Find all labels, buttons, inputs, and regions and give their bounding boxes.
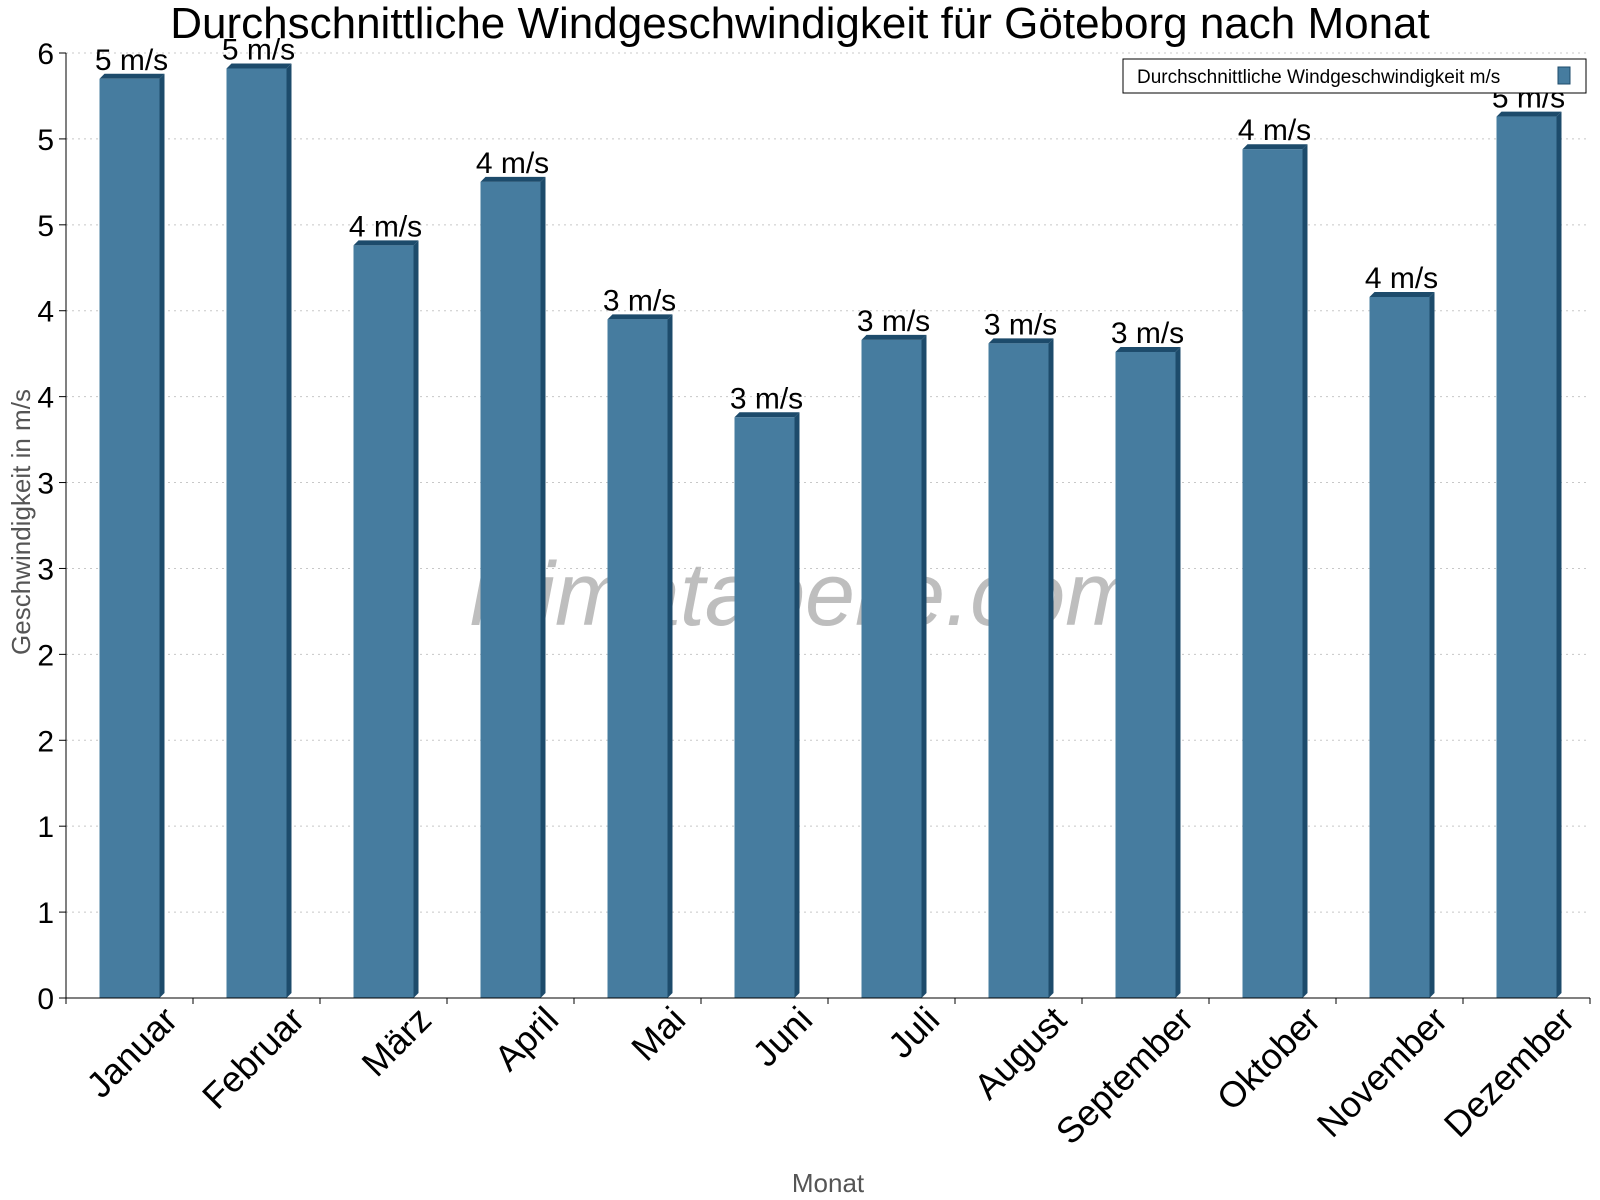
- y-tick-label: 0: [37, 983, 54, 1016]
- y-tick-label: 2: [37, 725, 54, 758]
- x-category-label: Dezember: [1436, 999, 1582, 1145]
- y-tick-label: 1: [37, 811, 54, 844]
- y-tick-label: 4: [37, 296, 54, 329]
- bar-face: [734, 417, 795, 999]
- bar-top: [353, 240, 419, 246]
- bar-2: 5 m/s: [222, 33, 295, 999]
- bar-data-label: 3 m/s: [1111, 317, 1184, 350]
- bar-face: [1496, 116, 1557, 998]
- y-tick-label: 5: [37, 124, 54, 157]
- bar-data-label: 5 m/s: [95, 44, 168, 77]
- bar-side: [540, 176, 546, 998]
- bar-5: 3 m/s: [603, 284, 676, 998]
- x-category-label: Juli: [880, 999, 947, 1066]
- x-axis-label: Monat: [792, 1168, 865, 1198]
- bar-data-label: 4 m/s: [1238, 114, 1311, 147]
- bar-side: [794, 412, 800, 999]
- bar-side: [1302, 144, 1308, 998]
- bar-1: 5 m/s: [95, 44, 168, 999]
- bar-face: [861, 339, 922, 998]
- bar-12: 5 m/s: [1492, 82, 1565, 998]
- y-axis-label: Geschwindigkeit in m/s: [6, 389, 36, 655]
- x-category-label: Mai: [623, 999, 693, 1069]
- x-axis-ticks: Januar Februar März April Mai Juni Juli AugustS…: [65, 998, 1591, 1153]
- bar-4: 4 m/s: [476, 147, 549, 998]
- bar-data-label: 3 m/s: [730, 382, 803, 415]
- bar-3: 4 m/s: [349, 210, 422, 998]
- bar-face: [1115, 351, 1176, 998]
- y-tick-label: 6: [37, 38, 54, 71]
- bar-top: [1115, 346, 1181, 352]
- bar-top: [988, 338, 1054, 344]
- bar-face: [988, 343, 1049, 998]
- bar-top: [226, 63, 292, 69]
- bar-side: [921, 334, 927, 998]
- bar-data-label: 5 m/s: [222, 33, 295, 66]
- bar-face: [99, 78, 160, 999]
- bar-side: [1429, 291, 1435, 998]
- bar-data-label: 3 m/s: [984, 308, 1057, 341]
- bar-6: 3 m/s: [730, 382, 803, 999]
- bar-8: 3 m/s: [984, 308, 1057, 998]
- bar-face: [480, 181, 541, 998]
- bar-top: [734, 412, 800, 418]
- bar-top: [607, 314, 673, 320]
- bar-side: [1556, 111, 1562, 998]
- bar-top: [861, 334, 927, 340]
- y-tick-label: 2: [37, 639, 54, 672]
- bar-data-label: 3 m/s: [857, 305, 930, 338]
- bar-face: [1242, 149, 1303, 998]
- x-category-label: Januar: [78, 999, 185, 1106]
- bar-7: 3 m/s: [857, 305, 930, 998]
- legend: Durchschnittliche Windgeschwindigkeit m/…: [1122, 58, 1587, 94]
- x-category-label: Oktober: [1209, 999, 1329, 1119]
- y-tick-label: 4: [37, 382, 54, 415]
- bar-top: [99, 73, 165, 79]
- axes: [65, 53, 1590, 999]
- bar-side: [1175, 346, 1181, 998]
- bar-side: [159, 73, 165, 999]
- bar-side: [286, 63, 292, 999]
- x-category-label: August: [966, 999, 1074, 1107]
- bar-data-label: 4 m/s: [349, 210, 422, 243]
- x-category-label: November: [1309, 999, 1455, 1145]
- y-tick-label: 3: [37, 553, 54, 586]
- bar-top: [1496, 111, 1562, 117]
- legend-box: [1122, 58, 1587, 94]
- bar-top: [1242, 144, 1308, 150]
- bar-top: [1369, 291, 1435, 297]
- bar-face: [607, 319, 668, 998]
- bar-side: [667, 314, 673, 998]
- legend-entry-label: Durchschnittliche Windgeschwindigkeit m/…: [1137, 67, 1500, 88]
- bar-face: [353, 245, 414, 998]
- y-axis-ticks: 0 1 1 2 2 3 3 4 4 5 5 6: [37, 38, 66, 1016]
- bar-9: 3 m/s: [1111, 317, 1184, 998]
- y-tick-label: 5: [37, 210, 54, 243]
- x-category-label: März: [354, 999, 440, 1085]
- bar-face: [226, 68, 287, 999]
- bar-11: 4 m/s: [1365, 262, 1438, 998]
- y-tick-label: 3: [37, 468, 54, 501]
- bar-data-label: 3 m/s: [603, 284, 676, 317]
- x-category-label: Juni: [744, 999, 820, 1075]
- x-category-label: April: [486, 999, 566, 1079]
- bar-side: [1048, 338, 1054, 998]
- bar-top: [480, 176, 546, 182]
- bar-10: 4 m/s: [1238, 114, 1311, 998]
- y-tick-label: 1: [37, 897, 54, 930]
- bar-face: [1369, 296, 1430, 998]
- chart-title: Durchschnittliche Windgeschwindigkeit fü…: [170, 0, 1430, 48]
- bar-data-label: 4 m/s: [1365, 262, 1438, 295]
- legend-swatch: [1557, 66, 1571, 85]
- x-category-label: Februar: [194, 999, 312, 1117]
- bar-data-label: 4 m/s: [476, 147, 549, 180]
- grid-lines: [66, 52, 1590, 913]
- bars: 5 m/s 5 m/s 4 m/s 4 m/s 3 m/s 3 m/s 3 m/s 3 m/s…: [95, 33, 1565, 999]
- bar-side: [413, 240, 419, 998]
- x-category-label: September: [1048, 999, 1202, 1153]
